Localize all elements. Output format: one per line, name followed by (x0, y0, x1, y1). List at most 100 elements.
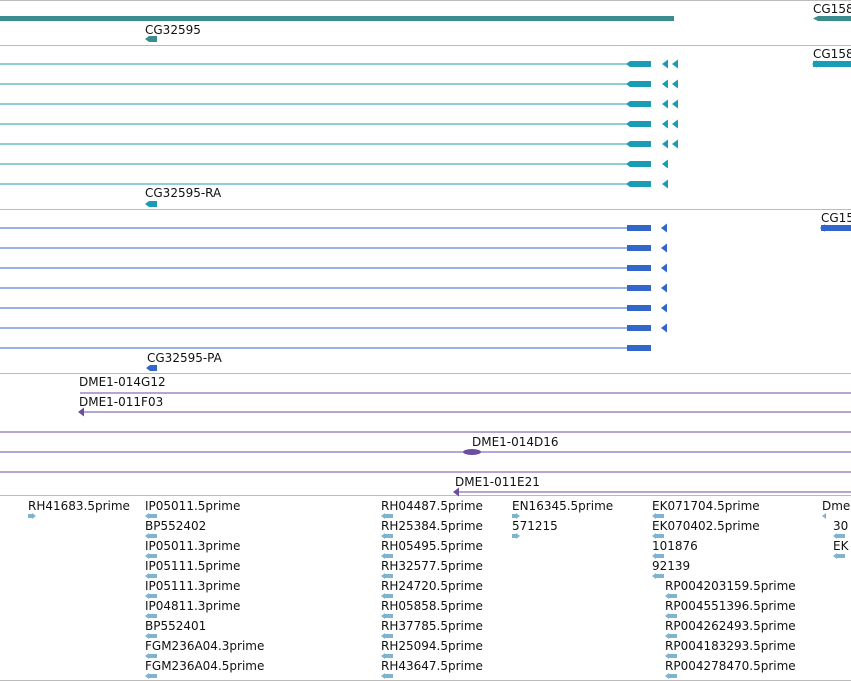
mrna-feature-glyph[interactable] (145, 201, 157, 207)
est-feature-glyph[interactable] (145, 573, 149, 579)
cds-exon[interactable] (627, 265, 651, 271)
feature-label[interactable]: RP004262493.5prime (665, 619, 796, 633)
feature-label[interactable]: BP552401 (145, 619, 207, 633)
feature-label[interactable]: EK (833, 539, 849, 553)
mrna-feature-glyph[interactable] (812, 60, 817, 68)
cds-feature-glyph[interactable] (821, 225, 851, 231)
feature-label[interactable]: CG32595-RA (145, 186, 222, 200)
feature-label[interactable]: IP05011.5prime (145, 499, 241, 513)
est-feature-glyph[interactable] (145, 613, 149, 619)
feature-label[interactable]: RH24720.5prime (381, 579, 483, 593)
feature-label[interactable]: RH43647.5prime (381, 659, 483, 673)
mrna-exon[interactable] (662, 179, 668, 189)
mrna-exon[interactable] (662, 139, 668, 149)
feature-label[interactable]: CG32595 (145, 23, 201, 37)
feature-label[interactable]: RP004203159.5prime (665, 579, 796, 593)
cds-feature-glyph[interactable] (820, 224, 825, 232)
est-feature-glyph[interactable] (145, 533, 149, 539)
est-feature-glyph[interactable] (381, 553, 385, 559)
feature-label[interactable]: EN16345.5prime (512, 499, 614, 513)
est-feature-glyph[interactable] (145, 673, 149, 679)
est-feature-glyph[interactable] (149, 554, 157, 558)
mrna-exon[interactable] (626, 61, 651, 67)
est-feature-glyph[interactable] (381, 673, 385, 679)
cds-exon[interactable] (627, 225, 651, 231)
est-feature-glyph[interactable] (665, 653, 669, 659)
est-feature-glyph[interactable] (512, 514, 516, 518)
est-feature-glyph[interactable] (385, 534, 393, 538)
clone-feature-glyph[interactable] (78, 407, 84, 417)
gene-feature-glyph[interactable] (145, 36, 157, 42)
clone-feature-glyph[interactable] (453, 487, 459, 497)
feature-label[interactable]: IP05111.5prime (145, 559, 241, 573)
est-feature-glyph[interactable] (381, 633, 385, 639)
cds-exon[interactable] (661, 243, 667, 253)
est-feature-glyph[interactable] (149, 514, 157, 518)
feature-label[interactable]: FGM236A04.3prime (145, 639, 265, 653)
est-feature-glyph[interactable] (652, 553, 656, 559)
feature-label[interactable]: CG158 (813, 47, 851, 61)
est-feature-glyph[interactable] (669, 634, 677, 638)
est-feature-glyph[interactable] (656, 554, 664, 558)
feature-label[interactable]: DME1-011E21 (455, 475, 540, 489)
cds-exon[interactable] (661, 323, 667, 333)
est-feature-glyph[interactable] (656, 574, 664, 578)
est-feature-glyph[interactable] (516, 533, 520, 539)
feature-label[interactable]: EK070402.5prime (652, 519, 760, 533)
est-feature-glyph[interactable] (149, 534, 157, 538)
est-feature-glyph[interactable] (145, 513, 149, 519)
est-feature-glyph[interactable] (669, 654, 677, 658)
mrna-exon[interactable] (672, 119, 678, 129)
feature-label[interactable]: CG158 (813, 2, 851, 16)
mrna-exon[interactable] (626, 101, 651, 107)
cds-exon[interactable] (627, 245, 651, 251)
est-feature-glyph[interactable] (149, 574, 157, 578)
feature-label[interactable]: RH04487.5prime (381, 499, 483, 513)
mrna-exon[interactable] (626, 181, 651, 187)
est-feature-glyph[interactable] (28, 514, 32, 518)
est-feature-glyph[interactable] (381, 593, 385, 599)
feature-label[interactable]: RH41683.5prime (28, 499, 130, 513)
est-feature-glyph[interactable] (669, 614, 677, 618)
est-feature-glyph[interactable] (665, 593, 669, 599)
est-feature-glyph[interactable] (833, 553, 837, 559)
gene-feature-glyph[interactable] (813, 16, 851, 21)
mrna-feature-glyph[interactable] (813, 61, 851, 67)
feature-label[interactable]: 571215 (512, 519, 558, 533)
cds-exon[interactable] (661, 303, 667, 313)
est-feature-glyph[interactable] (837, 554, 845, 558)
feature-label[interactable]: IP05111.3prime (145, 579, 241, 593)
est-feature-glyph[interactable] (385, 654, 393, 658)
feature-label[interactable]: 92139 (652, 559, 691, 573)
cds-exon[interactable] (627, 345, 651, 351)
est-feature-glyph[interactable] (145, 633, 149, 639)
feature-label[interactable]: RP004278470.5prime (665, 659, 796, 673)
feature-label[interactable]: EK071704.5prime (652, 499, 760, 513)
feature-label[interactable]: RH25384.5prime (381, 519, 483, 533)
est-feature-glyph[interactable] (385, 674, 393, 678)
est-feature-glyph[interactable] (665, 673, 669, 679)
est-feature-glyph[interactable] (385, 554, 393, 558)
est-feature-glyph[interactable] (381, 613, 385, 619)
est-feature-glyph[interactable] (381, 573, 385, 579)
feature-label[interactable]: IP04811.3prime (145, 599, 241, 613)
cds-exon[interactable] (627, 305, 651, 311)
est-feature-glyph[interactable] (512, 534, 516, 538)
feature-label[interactable]: RH37785.5prime (381, 619, 483, 633)
feature-label[interactable]: DME1-011F03 (79, 395, 164, 409)
feature-label[interactable]: RP004183293.5prime (665, 639, 796, 653)
est-feature-glyph[interactable] (145, 553, 149, 559)
est-feature-glyph[interactable] (381, 533, 385, 539)
est-feature-glyph[interactable] (381, 653, 385, 659)
est-feature-glyph[interactable] (822, 513, 826, 519)
est-feature-glyph[interactable] (149, 594, 157, 598)
est-feature-glyph[interactable] (145, 653, 149, 659)
est-feature-glyph[interactable] (149, 614, 157, 618)
mrna-exon[interactable] (672, 79, 678, 89)
feature-label[interactable]: FGM236A04.5prime (145, 659, 265, 673)
est-feature-glyph[interactable] (385, 634, 393, 638)
est-feature-glyph[interactable] (385, 514, 393, 518)
feature-label[interactable]: 101876 (652, 539, 698, 553)
est-feature-glyph[interactable] (656, 514, 664, 518)
est-feature-glyph[interactable] (516, 513, 520, 519)
